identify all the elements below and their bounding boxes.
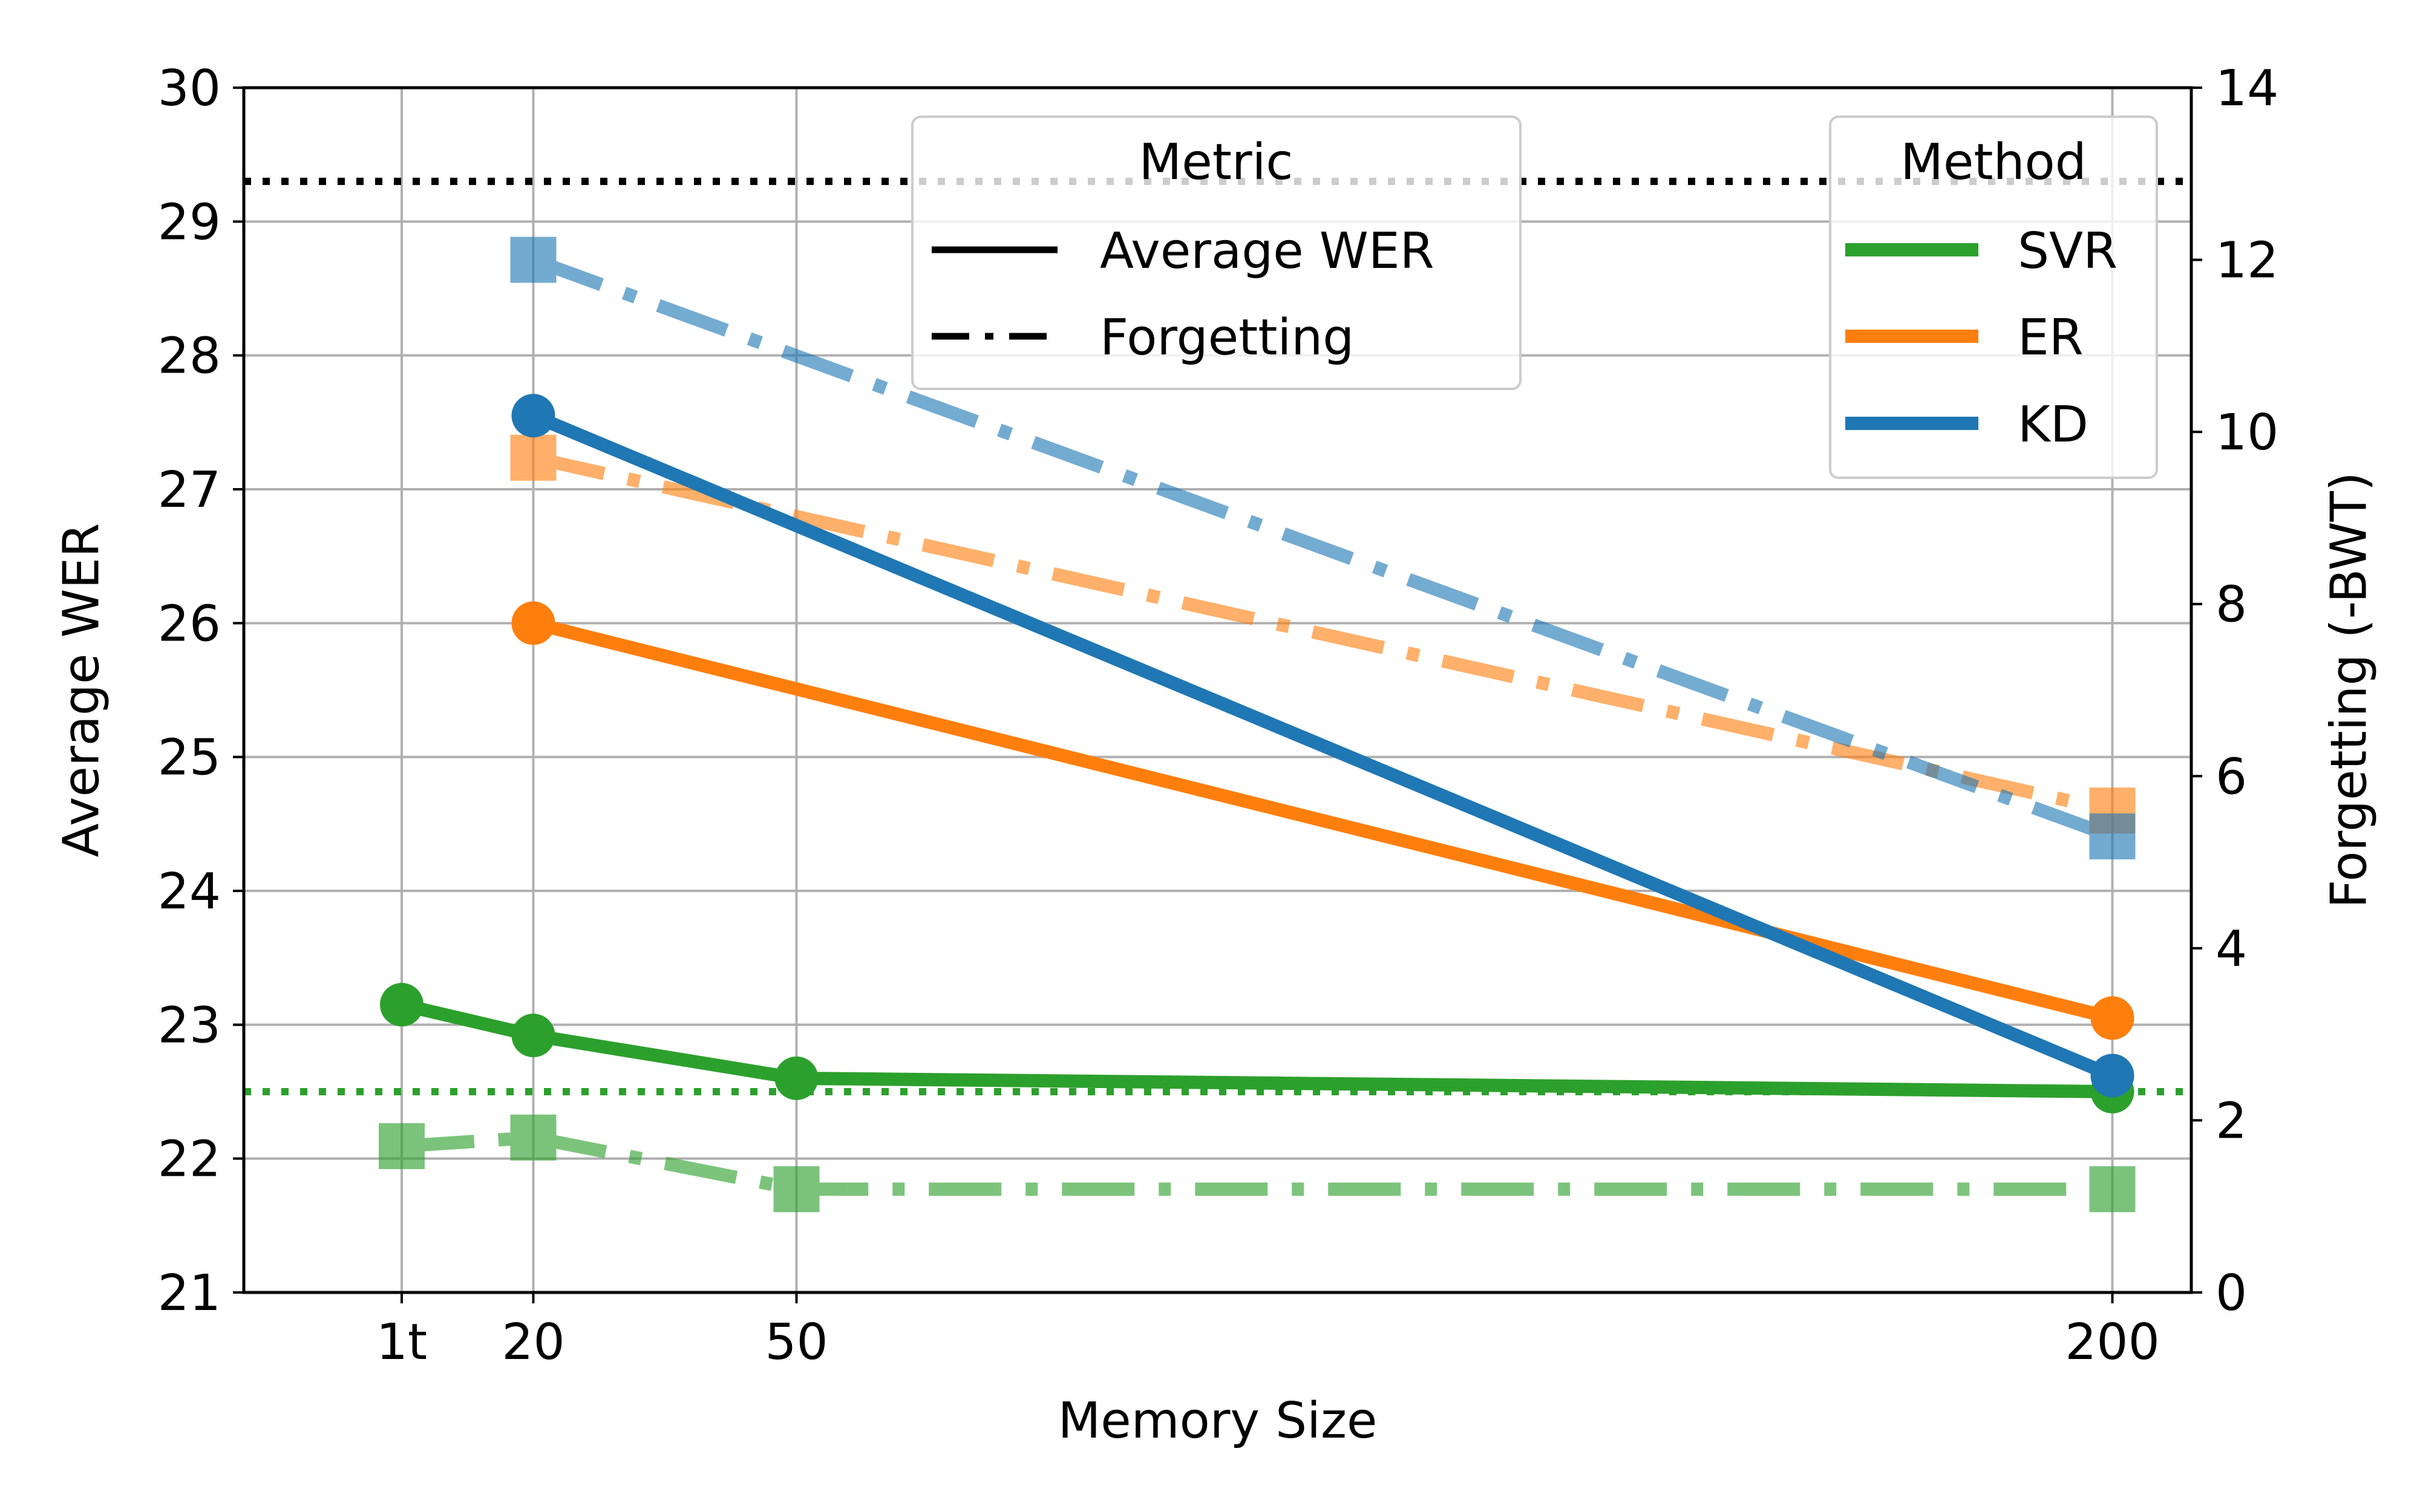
x-axis-title: Memory Size [1058, 1392, 1378, 1450]
svr-forgetting-marker-1 [510, 1114, 557, 1161]
kd-average-wer-marker-1 [2090, 1054, 2134, 1098]
legend-metric-title: Metric [1139, 134, 1293, 191]
x-tick-label-2: 50 [765, 1314, 828, 1371]
average-wer-series [380, 394, 2134, 1113]
er-average-wer-marker-1 [2090, 996, 2134, 1040]
reference-lines [244, 177, 2191, 1095]
legend-average-wer-label: Average WER [1100, 223, 1434, 280]
svr-forgetting-marker-0 [379, 1123, 425, 1170]
plot-frame [242, 86, 2193, 1294]
y-right-tick-label-3: 6 [2216, 748, 2247, 806]
kd-forgetting-marker-0 [510, 236, 557, 283]
y-right-tick-label-1: 2 [2216, 1092, 2247, 1150]
er-average-wer-marker-0 [511, 601, 555, 645]
er-forgetting-marker-0 [510, 434, 557, 481]
svr-average-wer-marker-0 [380, 983, 424, 1027]
y-left-tick-label-4: 25 [158, 729, 221, 787]
forgetting-series [379, 236, 2136, 1213]
svr-average-wer-marker-1 [511, 1014, 555, 1058]
legend-metric: Metric Average WER Forgetting [911, 116, 1522, 390]
y-left-tick-label-2: 23 [158, 997, 221, 1054]
kd-average-wer-line [531, 409, 2115, 1082]
y-right-tick-label-0: 0 [2216, 1265, 2247, 1322]
kd-forgetting-series [510, 236, 2136, 859]
legend-forgetting-label: Forgetting [1100, 309, 1354, 367]
y-left-tick-label-7: 28 [158, 328, 221, 385]
svr-average-wer-line [400, 998, 2113, 1098]
legend-svr-label: SVR [2018, 223, 2118, 280]
legend-method: Method SVR ER KD [1829, 116, 2158, 479]
y-right-tick-label-2: 4 [2216, 921, 2247, 978]
x-tick-label-1: 20 [502, 1314, 564, 1371]
svr-average-wer-marker-2 [774, 1056, 819, 1100]
y-axis-left-title: Average WER [53, 523, 110, 858]
y-left-tick-label-8: 29 [158, 194, 221, 251]
y-axis-right-title: Forgetting (-BWT) [2320, 472, 2378, 908]
er-average-wer-series [511, 601, 2134, 1040]
y-left-tick-label-1: 22 [158, 1131, 221, 1188]
x-tick-label-0: 1t [376, 1314, 427, 1371]
kd-average-wer-marker-0 [511, 394, 555, 438]
kd-forgetting-line [531, 253, 2115, 843]
svr-forgetting-marker-2 [773, 1166, 820, 1213]
y-left-tick-label-0: 21 [158, 1265, 221, 1322]
er-average-wer-line [531, 616, 2114, 1025]
er-forgetting-line [532, 451, 2114, 817]
legend-metric-box [911, 116, 1522, 390]
kd-forgetting-marker-1 [2089, 813, 2136, 859]
svr-forgetting-line [401, 1130, 2113, 1196]
legend-er-label: ER [2018, 309, 2084, 367]
y-left-tick-label-3: 24 [158, 863, 221, 921]
legend-method-box [1829, 116, 2158, 479]
y-right-tick-label-5: 10 [2216, 404, 2278, 461]
kd-average-wer-series [511, 394, 2134, 1098]
svr-forgetting-series [379, 1114, 2136, 1213]
x-tick-label-3: 200 [2065, 1314, 2160, 1371]
legend-method-title: Method [1900, 134, 2087, 191]
y-left-tick-label-6: 27 [158, 461, 221, 519]
legend-kd-label: KD [2018, 396, 2088, 454]
y-right-tick-label-7: 14 [2216, 60, 2278, 117]
y-right-tick-label-6: 12 [2216, 232, 2278, 290]
y-right-tick-label-4: 8 [2216, 576, 2247, 634]
y-left-tick-label-9: 30 [158, 60, 221, 117]
svr-forgetting-marker-3 [2089, 1166, 2136, 1213]
y-left-tick-label-5: 26 [158, 595, 221, 653]
